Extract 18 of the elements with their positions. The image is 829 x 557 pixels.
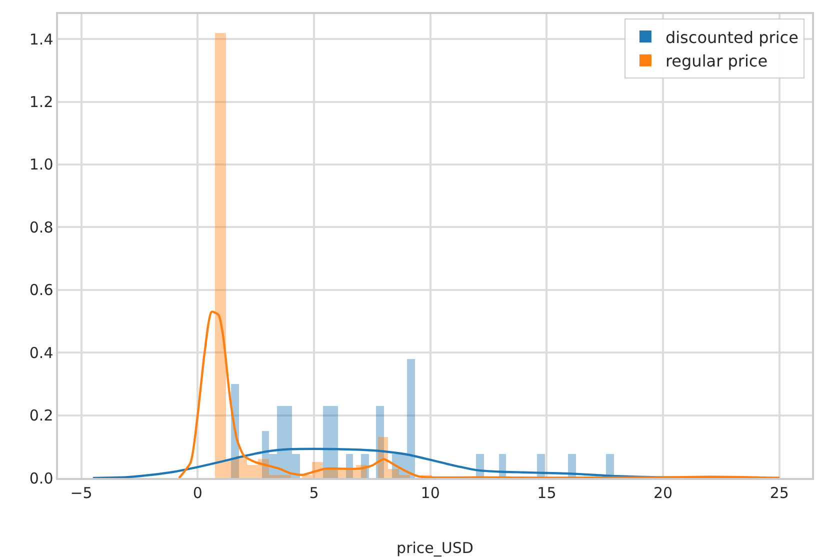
x-axis-title: price_USD bbox=[396, 539, 474, 557]
legend-label: regular price bbox=[665, 52, 768, 71]
y-tick-label: 1.0 bbox=[29, 156, 54, 174]
legend-label: discounted price bbox=[665, 28, 798, 47]
y-tick-label: 0.8 bbox=[29, 218, 54, 236]
y-tick-label: 0.2 bbox=[29, 406, 54, 425]
y-tick-label: 0.0 bbox=[29, 469, 54, 488]
x-tick-label: 15 bbox=[537, 484, 556, 502]
x-tick-label: 10 bbox=[420, 484, 440, 502]
y-tick-label: 0.6 bbox=[29, 281, 54, 300]
x-tick-label: −5 bbox=[70, 484, 92, 502]
x-tick-label: 25 bbox=[770, 484, 789, 502]
x-tick-label: 0 bbox=[192, 484, 202, 502]
y-tick-label: 1.4 bbox=[29, 30, 54, 48]
x-tick-label: 20 bbox=[654, 484, 673, 502]
y-tick-label: 0.4 bbox=[29, 344, 54, 362]
x-tick-label: 5 bbox=[309, 484, 319, 502]
y-tick-label: 1.2 bbox=[29, 93, 54, 112]
